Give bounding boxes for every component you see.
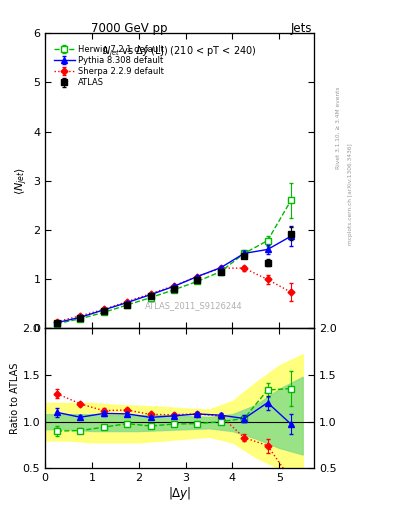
Y-axis label: Ratio to ATLAS: Ratio to ATLAS <box>10 362 20 434</box>
Text: ATLAS_2011_S9126244: ATLAS_2011_S9126244 <box>145 302 242 310</box>
Text: Jets: Jets <box>291 22 312 35</box>
Text: mcplots.cern.ch [arXiv:1306.3436]: mcplots.cern.ch [arXiv:1306.3436] <box>348 144 353 245</box>
Text: Rivet 3.1.10, ≥ 3.4M events: Rivet 3.1.10, ≥ 3.4M events <box>336 87 341 169</box>
Text: 7000 GeV pp: 7000 GeV pp <box>92 22 168 35</box>
Legend: Herwig 7.2.1 default, Pythia 8.308 default, Sherpa 2.2.9 default, ATLAS: Herwig 7.2.1 default, Pythia 8.308 defau… <box>52 44 165 89</box>
Y-axis label: $\langle N_{jet}\rangle$: $\langle N_{jet}\rangle$ <box>14 166 30 195</box>
X-axis label: $|\Delta y|$: $|\Delta y|$ <box>168 485 191 502</box>
Text: $N_{jet}$ vs $\Delta y$ (LJ) (210 < pT < 240): $N_{jet}$ vs $\Delta y$ (LJ) (210 < pT <… <box>103 45 257 59</box>
